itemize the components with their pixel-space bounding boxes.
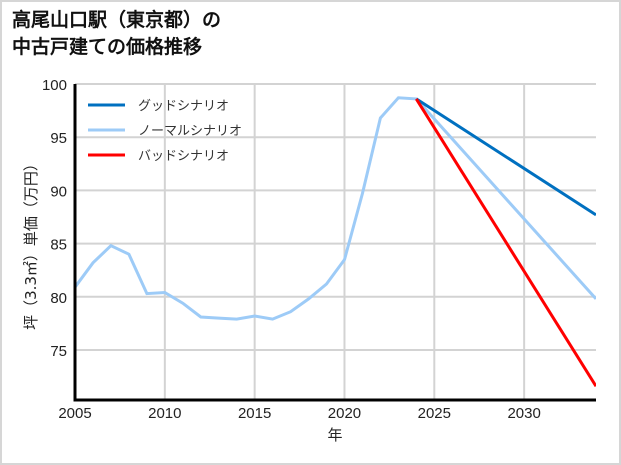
gridlines: [75, 83, 596, 400]
y-tick-label: 85: [50, 237, 67, 254]
x-tick-label: 2025: [418, 405, 451, 422]
series-line-2: [415, 98, 596, 387]
chart-title-line1: 高尾山口駅（東京都）の: [12, 9, 222, 31]
y-axis-label: 坪（3.3㎡）単価（万円）: [22, 156, 40, 330]
chart-title-line2: 中古戸建ての価格推移: [12, 36, 203, 58]
series-line-1: [75, 96, 596, 321]
legend-label: ノーマルシナリオ: [138, 124, 242, 139]
legend-item: グッドシナリオ: [88, 99, 229, 114]
data-series: [75, 96, 596, 387]
y-tick-label: 75: [50, 343, 67, 360]
x-tick-label: 2010: [148, 405, 181, 422]
legend-label: バッドシナリオ: [138, 149, 229, 164]
y-tick-label: 80: [50, 290, 67, 307]
x-tick-label: 2005: [58, 405, 91, 422]
x-tick-label: 2030: [507, 405, 540, 422]
x-tick-label: 2015: [238, 405, 271, 422]
chart-title: 高尾山口駅（東京都）の 中古戸建ての価格推移: [12, 7, 221, 61]
y-tick-label: 100: [42, 77, 67, 94]
tick-labels: 2005 2010 2015 2020 2025 2030 75 80 85 90 95 100: [42, 77, 541, 422]
y-tick-label: 90: [50, 183, 67, 200]
legend-item: バッドシナリオ: [88, 149, 229, 164]
series-line-0: [415, 97, 596, 217]
legend-item: ノーマルシナリオ: [88, 124, 242, 139]
y-tick-label: 95: [50, 130, 67, 147]
legend-label: グッドシナリオ: [138, 99, 229, 114]
x-tick-label: 2020: [328, 405, 361, 422]
x-axis-label: 年: [327, 426, 342, 444]
axes: [73, 84, 596, 402]
